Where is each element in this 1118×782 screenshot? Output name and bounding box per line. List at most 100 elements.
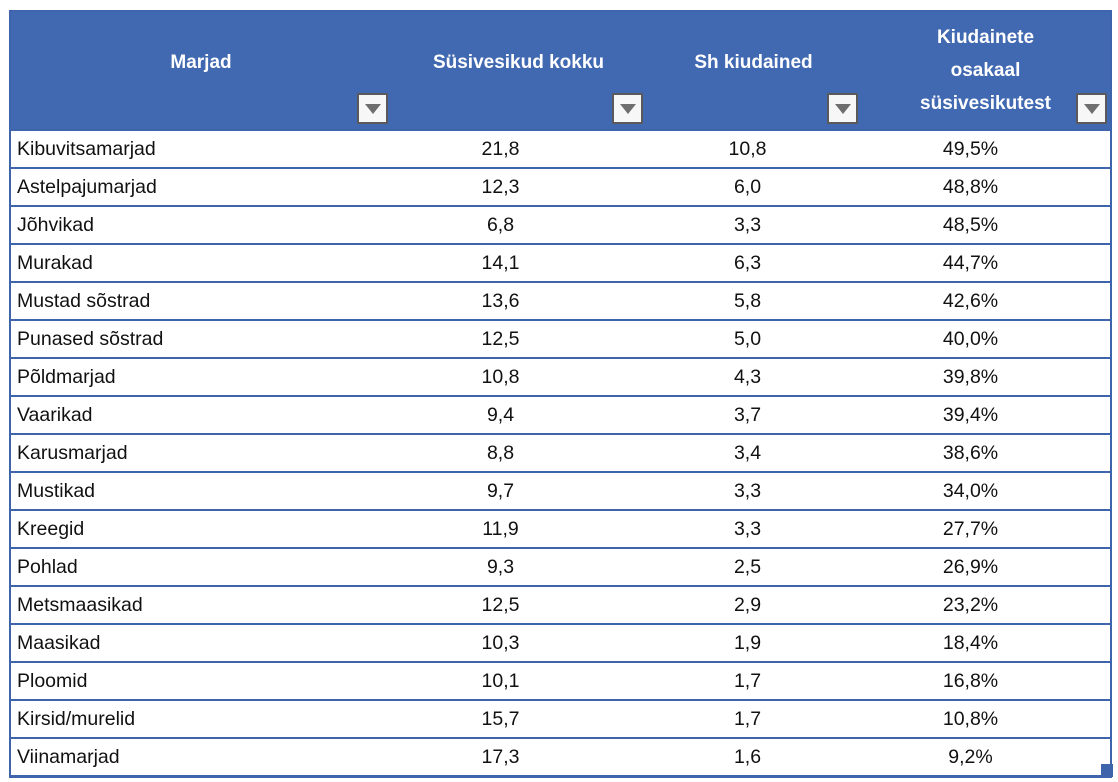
chevron-down-icon <box>364 103 381 114</box>
cell-fiber-share: 48,8% <box>861 168 1111 206</box>
cell-fiber: 5,8 <box>646 282 861 320</box>
cell-carbs-total: 9,7 <box>391 472 646 510</box>
cell-berry-name: Murakad <box>10 244 391 282</box>
column-header-kiudainete-osakaal: Kiudainete osakaal süsivesikutest <box>861 11 1111 130</box>
table-row: Kreegid 11,9 3,3 27,7% <box>10 510 1111 548</box>
cell-fiber-share: 48,5% <box>861 206 1111 244</box>
table-row: Punased sõstrad 12,5 5,0 40,0% <box>10 320 1111 358</box>
column-header-marjad: Marjad <box>10 11 391 130</box>
filter-dropdown-button-osakaal[interactable] <box>1076 93 1107 124</box>
filter-dropdown-button-susivesikud[interactable] <box>612 93 643 124</box>
cell-fiber-share: 42,6% <box>861 282 1111 320</box>
table-row: Metsmaasikad 12,5 2,9 23,2% <box>10 586 1111 624</box>
cell-fiber: 3,3 <box>646 206 861 244</box>
table-row: Vaarikad 9,4 3,7 39,4% <box>10 396 1111 434</box>
table-row: Mustad sõstrad 13,6 5,8 42,6% <box>10 282 1111 320</box>
table-row: Maasikad 10,3 1,9 18,4% <box>10 624 1111 662</box>
cell-carbs-total: 10,8 <box>391 358 646 396</box>
cell-fiber-share: 39,8% <box>861 358 1111 396</box>
cell-fiber-share: 38,6% <box>861 434 1111 472</box>
cell-berry-name: Kibuvitsamarjad <box>10 130 391 168</box>
column-header-label: Marjad <box>170 51 232 73</box>
cell-fiber: 1,7 <box>646 700 861 738</box>
cell-fiber-share: 16,8% <box>861 662 1111 700</box>
cell-berry-name: Vaarikad <box>10 396 391 434</box>
table-row: Põldmarjad 10,8 4,3 39,8% <box>10 358 1111 396</box>
cell-fiber-share: 34,0% <box>861 472 1111 510</box>
cell-carbs-total: 9,4 <box>391 396 646 434</box>
cell-carbs-total: 10,3 <box>391 624 646 662</box>
column-header-sh-kiudained: Sh kiudained <box>646 11 861 130</box>
cell-carbs-total: 15,7 <box>391 700 646 738</box>
cell-fiber: 6,0 <box>646 168 861 206</box>
cell-carbs-total: 10,1 <box>391 662 646 700</box>
cell-fiber: 3,3 <box>646 510 861 548</box>
cell-berry-name: Karusmarjad <box>10 434 391 472</box>
cell-carbs-total: 13,6 <box>391 282 646 320</box>
column-header-label: Sh kiudained <box>694 51 813 73</box>
cell-fiber: 1,6 <box>646 738 861 777</box>
table-row: Ploomid 10,1 1,7 16,8% <box>10 662 1111 700</box>
table-row: Pohlad 9,3 2,5 26,9% <box>10 548 1111 586</box>
cell-berry-name: Kirsid/murelid <box>10 700 391 738</box>
column-header-label: Süsivesikud kokku <box>432 51 605 73</box>
chevron-down-icon <box>834 103 851 114</box>
cell-fiber: 2,9 <box>646 586 861 624</box>
table-row: Jõhvikad 6,8 3,3 48,5% <box>10 206 1111 244</box>
table-row: Mustikad 9,7 3,3 34,0% <box>10 472 1111 510</box>
cell-carbs-total: 9,3 <box>391 548 646 586</box>
cell-berry-name: Jõhvikad <box>10 206 391 244</box>
cell-fiber-share: 49,5% <box>861 130 1111 168</box>
cell-berry-name: Metsmaasikad <box>10 586 391 624</box>
cell-fiber-share: 23,2% <box>861 586 1111 624</box>
cell-berry-name: Mustad sõstrad <box>10 282 391 320</box>
cell-berry-name: Kreegid <box>10 510 391 548</box>
cell-fiber-share: 10,8% <box>861 700 1111 738</box>
cell-fiber-share: 9,2% <box>861 738 1111 777</box>
cell-carbs-total: 12,3 <box>391 168 646 206</box>
cell-berry-name: Maasikad <box>10 624 391 662</box>
table-row: Kibuvitsamarjad 21,8 10,8 49,5% <box>10 130 1111 168</box>
berries-nutrition-table: Marjad Süsivesikud kokku Sh kiudained <box>9 10 1112 778</box>
chevron-down-icon <box>619 103 636 114</box>
column-header-susivesikud-kokku: Süsivesikud kokku <box>391 11 646 130</box>
cell-berry-name: Mustikad <box>10 472 391 510</box>
cell-fiber: 10,8 <box>646 130 861 168</box>
header-row: Marjad Süsivesikud kokku Sh kiudained <box>10 11 1111 130</box>
header-line-1: Kiudainete <box>936 27 1035 48</box>
cell-carbs-total: 17,3 <box>391 738 646 777</box>
cell-fiber-share: 40,0% <box>861 320 1111 358</box>
cell-fiber-share: 18,4% <box>861 624 1111 662</box>
header-line-3: süsivesikutest <box>920 93 1051 114</box>
cell-fiber-share: 26,9% <box>861 548 1111 586</box>
cell-fiber: 4,3 <box>646 358 861 396</box>
cell-fiber-share: 27,7% <box>861 510 1111 548</box>
cell-berry-name: Viinamarjad <box>10 738 391 777</box>
header-line-2: osakaal <box>950 60 1021 81</box>
cell-carbs-total: 11,9 <box>391 510 646 548</box>
cell-berry-name: Põldmarjad <box>10 358 391 396</box>
cell-carbs-total: 6,8 <box>391 206 646 244</box>
cell-fiber-share: 39,4% <box>861 396 1111 434</box>
cell-fiber: 2,5 <box>646 548 861 586</box>
cell-berry-name: Ploomid <box>10 662 391 700</box>
cell-carbs-total: 8,8 <box>391 434 646 472</box>
cell-carbs-total: 12,5 <box>391 586 646 624</box>
filter-dropdown-button-marjad[interactable] <box>357 93 388 124</box>
filter-dropdown-button-kiudained[interactable] <box>827 93 858 124</box>
table-row: Viinamarjad 17,3 1,6 9,2% <box>10 738 1111 777</box>
chevron-down-icon <box>1083 103 1100 114</box>
table-row: Astelpajumarjad 12,3 6,0 48,8% <box>10 168 1111 206</box>
cell-berry-name: Astelpajumarjad <box>10 168 391 206</box>
cell-fiber: 3,7 <box>646 396 861 434</box>
column-header-label: Kiudainete osakaal süsivesikutest <box>861 12 1110 129</box>
cell-fiber: 5,0 <box>646 320 861 358</box>
cell-fiber: 3,3 <box>646 472 861 510</box>
table-resize-handle[interactable] <box>1101 764 1113 777</box>
cell-fiber-share: 44,7% <box>861 244 1111 282</box>
cell-berry-name: Pohlad <box>10 548 391 586</box>
cell-fiber: 3,4 <box>646 434 861 472</box>
cell-fiber: 6,3 <box>646 244 861 282</box>
table-row: Karusmarjad 8,8 3,4 38,6% <box>10 434 1111 472</box>
